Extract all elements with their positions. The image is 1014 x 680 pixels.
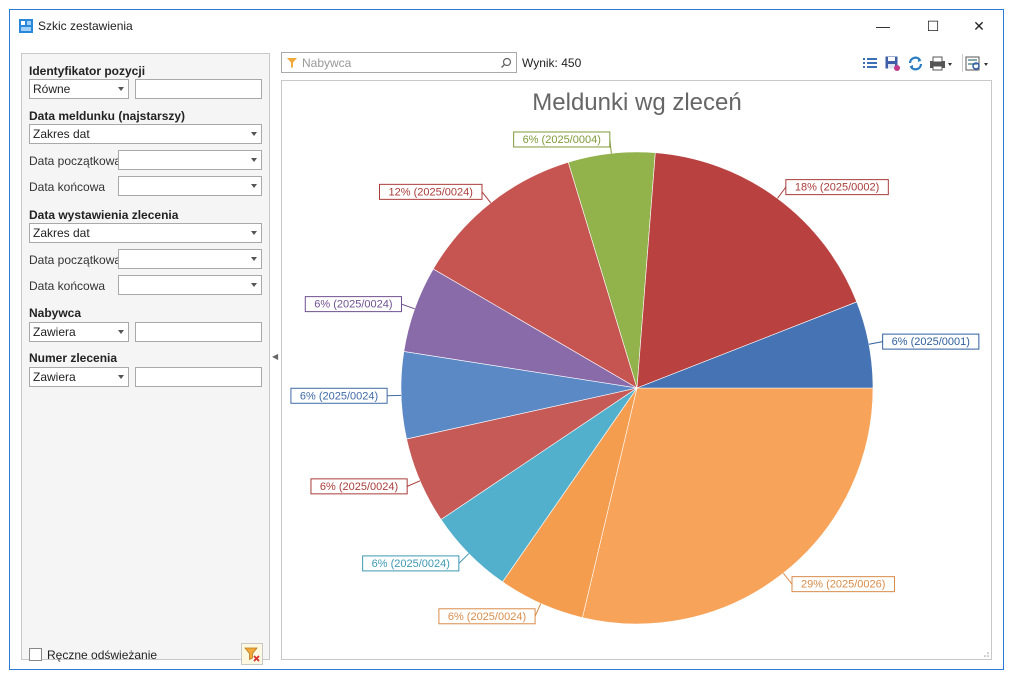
pie-label-connector — [534, 603, 542, 617]
window-title: Szkic zestawienia — [38, 19, 133, 33]
search-icon[interactable] — [500, 57, 512, 69]
pie-label-connector — [777, 186, 787, 199]
numer-zlecenia-operator-value: Zawiera — [33, 370, 76, 384]
data-wystawienia-range-select[interactable]: Zakres dat — [29, 223, 262, 243]
pie-label: 6% (2025/0024) — [314, 299, 392, 311]
chevron-down-icon — [251, 132, 257, 136]
pie-label-box — [513, 131, 611, 148]
print-button[interactable] — [928, 54, 954, 72]
search-placeholder: Nabywca — [302, 56, 352, 70]
save-icon — [885, 56, 900, 71]
numer-zlecenia-input[interactable] — [135, 367, 262, 387]
pie-label-box — [290, 387, 388, 404]
pie-label-box — [362, 555, 460, 572]
pie-label-connector — [458, 553, 470, 564]
pie-label-box — [791, 576, 896, 593]
chevron-down-icon — [251, 283, 257, 287]
pie-slice[interactable] — [636, 152, 858, 389]
pie-label: 6% (2025/0024) — [372, 558, 450, 570]
preview-button[interactable] — [962, 54, 990, 72]
pie-slice[interactable] — [636, 301, 874, 389]
print-icon — [930, 56, 952, 70]
chevron-down-icon — [251, 158, 257, 162]
data-wystawienia-end-label: Data końcowa — [29, 279, 106, 293]
resize-grip-icon[interactable] — [981, 649, 989, 657]
data-wystawienia-start-picker[interactable] — [118, 249, 262, 269]
close-button[interactable]: ✕ — [973, 17, 985, 34]
data-meldunku-range-value: Zakres dat — [33, 127, 90, 141]
data-wystawienia-title: Data wystawienia zlecenia — [29, 208, 179, 222]
data-wystawienia-start-label: Data początkowa — [29, 253, 122, 267]
data-wystawienia-end-picker[interactable] — [118, 275, 262, 295]
splitter-collapse-icon[interactable]: ◀ — [272, 352, 279, 361]
identyfikator-operator-select[interactable]: Równe — [29, 79, 129, 99]
search-box[interactable]: Nabywca — [281, 52, 517, 73]
pie-slice[interactable] — [582, 387, 874, 625]
nabywca-operator-value: Zawiera — [33, 325, 76, 339]
pie-label: 12% (2025/0024) — [389, 186, 473, 198]
pie-label-box — [882, 333, 980, 350]
title-bar: Szkic zestawienia — ☐ ✕ — [10, 10, 1003, 42]
identyfikator-input[interactable] — [135, 79, 262, 99]
nabywca-input[interactable] — [135, 322, 262, 342]
data-meldunku-start-label: Data początkowa — [29, 154, 122, 168]
chevron-down-icon — [251, 257, 257, 261]
refresh-button[interactable] — [905, 54, 925, 72]
chevron-down-icon — [251, 231, 257, 235]
clear-filter-icon — [244, 647, 260, 662]
pie-label-box — [785, 179, 889, 196]
chevron-down-icon — [118, 330, 124, 334]
pie-label-box — [378, 183, 483, 200]
pie-label: 6% (2025/0004) — [523, 134, 601, 146]
pie-label-box — [310, 478, 408, 495]
pie-chart: Meldunki wg zleceń 29% (2025/0026) 6% (20… — [290, 89, 980, 625]
clear-filter-button[interactable] — [241, 643, 263, 665]
identyfikator-title: Identyfikator pozycji — [29, 64, 146, 78]
nabywca-title: Nabywca — [29, 306, 82, 320]
chart-panel: Meldunki wg zleceń 29% (2025/0026) 6% (20… — [281, 80, 992, 660]
preview-icon — [965, 56, 988, 70]
filter-icon — [287, 58, 297, 68]
app-icon — [19, 19, 33, 33]
data-meldunku-range-select[interactable]: Zakres dat — [29, 124, 262, 144]
numer-zlecenia-operator-select[interactable]: Zawiera — [29, 367, 129, 387]
report-window: Szkic zestawienia — ☐ ✕ Identyfikator po… — [9, 9, 1004, 670]
numer-zlecenia-title: Numer zlecenia — [29, 351, 118, 365]
refresh-icon — [908, 56, 922, 70]
identyfikator-operator-value: Równe — [33, 82, 71, 96]
pie-label: 18% (2025/0002) — [795, 182, 879, 194]
pie-label-connector — [782, 572, 793, 585]
pie-label-connector — [406, 480, 421, 487]
filter-panel: Identyfikator pozycji Równe Data meldunk… — [21, 53, 270, 665]
data-meldunku-end-picker[interactable] — [118, 176, 262, 196]
maximize-button[interactable]: ☐ — [926, 17, 940, 34]
chevron-down-icon — [251, 184, 257, 188]
list-view-button[interactable] — [860, 54, 880, 72]
data-meldunku-start-picker[interactable] — [118, 150, 262, 170]
pie-label-box — [304, 296, 402, 313]
list-icon — [863, 58, 877, 68]
pie-label: 6% (2025/0024) — [448, 611, 526, 623]
pie-label-connector — [868, 341, 883, 345]
pie-label-box — [438, 608, 536, 625]
manual-refresh-label: Ręczne odświeżanie — [47, 648, 158, 662]
pie-label: 6% (2025/0001) — [892, 336, 970, 348]
data-meldunku-title: Data meldunku (najstarszy) — [29, 109, 186, 123]
pie-label: 6% (2025/0024) — [300, 390, 378, 402]
chevron-down-icon — [118, 375, 124, 379]
pie-label: 6% (2025/0024) — [320, 481, 398, 493]
pie-label-connector — [481, 191, 492, 204]
pie-label-connector — [401, 303, 415, 310]
save-button[interactable] — [882, 54, 902, 72]
chart-title: Meldunki wg zleceń — [532, 89, 741, 116]
manual-refresh-checkbox[interactable] — [29, 648, 42, 661]
data-meldunku-end-label: Data końcowa — [29, 180, 106, 194]
data-wystawienia-range-value: Zakres dat — [33, 226, 90, 240]
nabywca-operator-select[interactable]: Zawiera — [29, 322, 129, 342]
result-count: Wynik: 450 — [522, 56, 582, 70]
chevron-down-icon — [118, 87, 124, 91]
minimize-button[interactable]: — — [876, 18, 890, 34]
pie-label: 29% (2025/0026) — [801, 579, 885, 591]
